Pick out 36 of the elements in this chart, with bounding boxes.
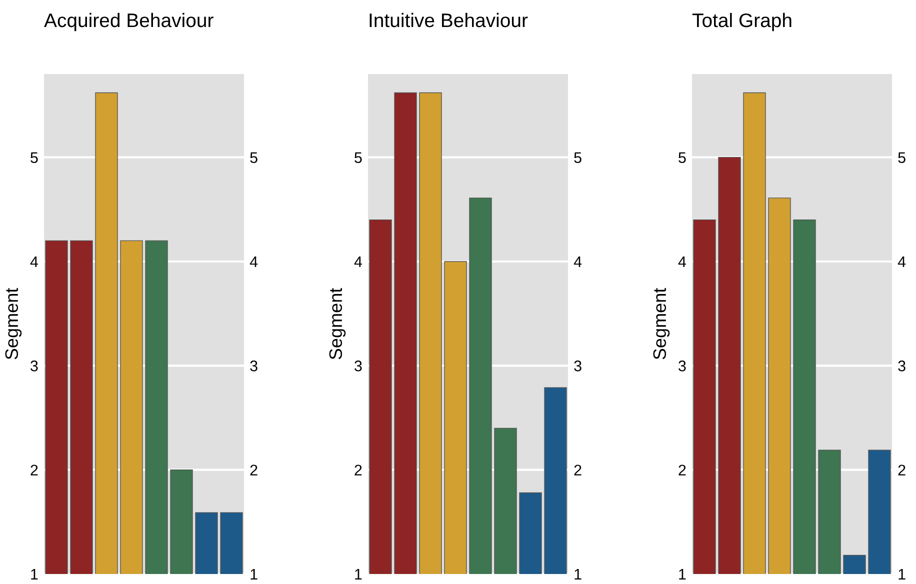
- y-tick-label: 5: [30, 152, 38, 164]
- y2-tick-label: 4: [898, 256, 906, 268]
- y2-tick-label: 2: [250, 464, 258, 476]
- y2-tick-label: 1: [250, 569, 258, 580]
- chart-title: Acquired Behaviour: [44, 12, 214, 32]
- y-tick-label: 4: [354, 256, 362, 268]
- y-tick-label: 1: [679, 569, 686, 580]
- y-tick-label: 3: [354, 360, 362, 372]
- y-tick-label: 1: [31, 569, 38, 580]
- y2-tick-label: 3: [574, 360, 582, 372]
- y-axis-title: Segment: [329, 288, 346, 360]
- y2-tick-label: 5: [250, 152, 258, 164]
- y2-tick-label: 4: [250, 256, 258, 268]
- y2-tick-label: 2: [574, 464, 582, 476]
- y-tick-label: 2: [354, 464, 362, 476]
- y2-tick-label: 2: [898, 464, 906, 476]
- y-tick-label: 5: [678, 152, 686, 164]
- y-tick-label: 2: [678, 464, 686, 476]
- y2-tick-label: 1: [574, 569, 582, 580]
- y2-tick-label: 5: [574, 152, 582, 164]
- y-tick-label: 3: [678, 360, 686, 372]
- y-tick-label: 4: [30, 256, 38, 268]
- y2-tick-label: 1: [898, 569, 906, 580]
- y-axis-title: Segment: [5, 288, 22, 360]
- y-tick-label: 4: [678, 256, 686, 268]
- y2-tick-label: 4: [574, 256, 582, 268]
- y-tick-label: 2: [30, 464, 38, 476]
- chart-title: Intuitive Behaviour: [370, 12, 528, 28]
- y-tick-label: 5: [354, 152, 362, 164]
- y-tick-label: 1: [355, 569, 362, 580]
- y2-tick-label: 3: [898, 360, 906, 372]
- chart-title: Total Graph: [692, 12, 792, 32]
- y2-tick-label: 3: [250, 360, 258, 372]
- y-axis-title: Segment: [653, 288, 670, 360]
- y2-tick-label: 5: [898, 152, 906, 164]
- y-tick-label: 3: [30, 360, 38, 372]
